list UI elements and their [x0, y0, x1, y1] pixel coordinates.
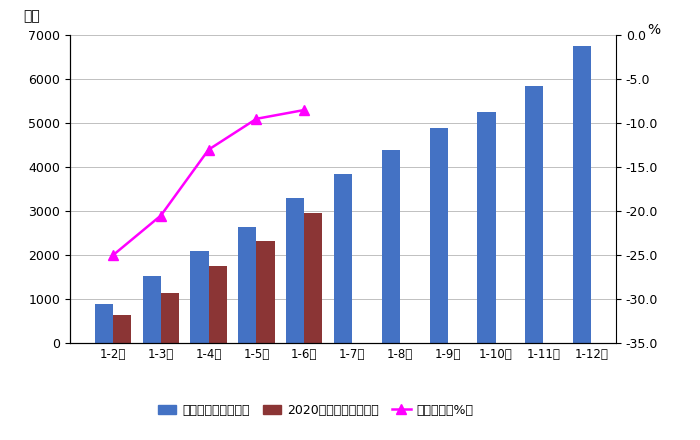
同比增长（%） — [252, 116, 260, 121]
Bar — [238, 227, 256, 343]
Bar — [256, 241, 274, 343]
Bar — [573, 46, 592, 343]
Bar — [304, 213, 323, 343]
同比增长（%） — [108, 253, 117, 258]
同比增长（%） — [300, 107, 309, 113]
Bar — [94, 304, 113, 343]
Bar — [525, 86, 543, 343]
Bar — [209, 266, 227, 343]
Y-axis label: 亿元: 亿元 — [23, 9, 40, 23]
同比增长（%） — [157, 213, 165, 218]
Bar — [190, 251, 209, 343]
Bar — [113, 315, 131, 343]
Legend: 可比同期数（亿元）, 2020实际完成（亿元）, 同比增长（%）: 可比同期数（亿元）, 2020实际完成（亿元）, 同比增长（%） — [153, 399, 479, 422]
Bar — [334, 174, 352, 343]
Bar — [286, 198, 304, 343]
Bar — [477, 112, 496, 343]
Y-axis label: %: % — [648, 23, 661, 37]
Bar — [430, 128, 448, 343]
Line: 同比增长（%）: 同比增长（%） — [108, 105, 309, 260]
同比增长（%） — [204, 147, 213, 152]
Bar — [143, 276, 161, 343]
Bar — [382, 150, 400, 343]
Bar — [161, 293, 179, 343]
